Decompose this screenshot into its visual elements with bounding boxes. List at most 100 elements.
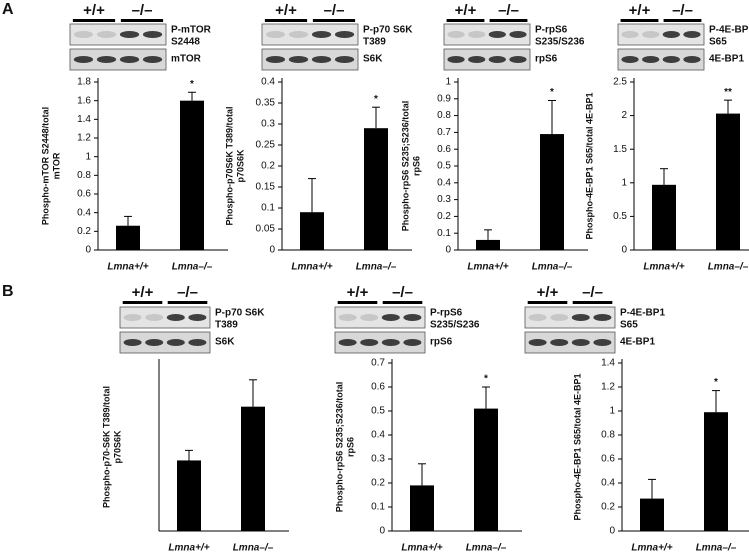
blot-band — [123, 339, 142, 346]
y-tick-label: 0.2 — [371, 478, 385, 489]
y-axis-label: mTOR — [51, 152, 61, 179]
blot-band — [360, 339, 379, 346]
blot-band — [334, 31, 355, 38]
y-tick-label: 0.2 — [261, 161, 275, 172]
panel-label: A — [2, 1, 14, 18]
y-tick-label: 0.5 — [371, 406, 385, 417]
lane-bar — [122, 301, 163, 304]
y-tick-label: 0 — [609, 526, 615, 537]
significance: * — [374, 94, 378, 105]
blot-label: P-4E-BP1 — [620, 308, 665, 319]
y-tick-label: 1.4 — [77, 114, 91, 125]
blot-band — [73, 56, 94, 63]
significance: * — [190, 79, 194, 90]
blot-band — [381, 314, 400, 321]
y-tick-label: 0.5 — [437, 161, 451, 172]
lane-label: +/+ — [347, 284, 369, 301]
blot — [334, 331, 426, 354]
blot — [69, 23, 167, 46]
lane-label: +/+ — [455, 2, 477, 19]
lane-bar — [446, 19, 485, 22]
blot — [443, 23, 531, 46]
y-axis-label: p70S6K — [112, 430, 122, 464]
blot-band — [311, 31, 332, 38]
blot-label: rpS6 — [430, 337, 453, 348]
blot-label: rpS6 — [535, 54, 558, 65]
y-tick-label: 1.5 — [613, 144, 627, 155]
blot-band — [621, 56, 639, 63]
x-tick-label: Lmna–/– — [696, 543, 737, 554]
lane-label: –/– — [177, 284, 198, 301]
blot-band — [360, 314, 379, 321]
significance: * — [714, 377, 718, 388]
significance: ** — [724, 87, 732, 98]
y-tick-label: 0.4 — [371, 430, 385, 441]
blot — [119, 331, 211, 354]
y-axis-label: Phospho-4E-BP1 S65/total 4E-BP1 — [572, 373, 582, 520]
blot-label: 4E-BP1 — [709, 54, 744, 65]
lane-label: –/– — [392, 284, 413, 301]
y-axis-label: Phospho-mTOR S2448/total — [40, 107, 50, 225]
blot-band — [642, 31, 660, 38]
lane-label: +/+ — [132, 284, 154, 301]
y-tick-label: 1.2 — [601, 382, 615, 393]
blot — [119, 306, 211, 329]
blot-band — [73, 31, 94, 38]
bar — [640, 498, 664, 531]
blot-band — [188, 314, 207, 321]
panel-label: B — [2, 283, 14, 300]
lane-bar — [663, 19, 702, 22]
y-tick-label: 0.8 — [601, 430, 615, 441]
blot — [617, 48, 705, 71]
blot-label: S2448 — [171, 37, 200, 48]
y-tick-label: 0 — [269, 245, 275, 256]
blot — [261, 48, 359, 71]
blot-band — [96, 31, 117, 38]
blot-band — [571, 314, 590, 321]
y-axis-label: Phospho-4E-BP1 S65/total 4E-BP1 — [584, 92, 594, 239]
x-tick-label: Lmna–/– — [233, 543, 274, 554]
y-tick-label: 0.3 — [371, 454, 385, 465]
blot — [261, 23, 359, 46]
lane-label: –/– — [672, 2, 693, 19]
lane-label: –/– — [582, 284, 603, 301]
bar — [716, 113, 740, 250]
blot-band — [142, 31, 163, 38]
blot-label: P-mTOR — [171, 25, 212, 36]
blot-band — [288, 31, 309, 38]
y-tick-label: 0.35 — [256, 98, 276, 109]
y-tick-label: 0.2 — [437, 211, 451, 222]
blot-band — [119, 56, 140, 63]
x-tick-label: Lmna–/– — [708, 262, 749, 273]
y-axis-label: Phospho-p70S6K T389/total — [224, 106, 234, 225]
blot-band — [509, 31, 527, 38]
y-tick-label: 0.3 — [261, 119, 275, 130]
blot-band — [403, 314, 422, 321]
blot-label: 4E-BP1 — [620, 337, 655, 348]
blot-band — [166, 339, 185, 346]
lane-bar — [572, 301, 613, 304]
bar — [476, 239, 500, 250]
blot-band — [621, 31, 639, 38]
blot — [617, 23, 705, 46]
blot-band — [488, 31, 506, 38]
y-tick-label: 0.6 — [77, 189, 91, 200]
y-axis-label: Phospho-rpS6 S235;S236/total — [400, 101, 410, 232]
x-tick-label: Lmna+/+ — [168, 543, 209, 554]
x-tick-label: Lmna–/– — [172, 262, 213, 273]
y-axis-label: Phospho-rpS6 S235;S236/total — [334, 382, 344, 513]
blot-band — [338, 339, 357, 346]
blot — [334, 306, 426, 329]
y-tick-label: 0 — [621, 245, 627, 256]
blot-band — [528, 339, 547, 346]
lane-bar — [264, 19, 308, 22]
y-tick-label: 0.1 — [261, 203, 275, 214]
blot — [443, 48, 531, 71]
y-tick-label: 0.25 — [256, 140, 276, 151]
blot-band — [381, 339, 400, 346]
blot-band — [188, 339, 207, 346]
bar — [241, 406, 265, 531]
y-tick-label: 0.7 — [371, 358, 385, 369]
blot-band — [550, 314, 569, 321]
y-tick-label: 2 — [621, 110, 627, 121]
